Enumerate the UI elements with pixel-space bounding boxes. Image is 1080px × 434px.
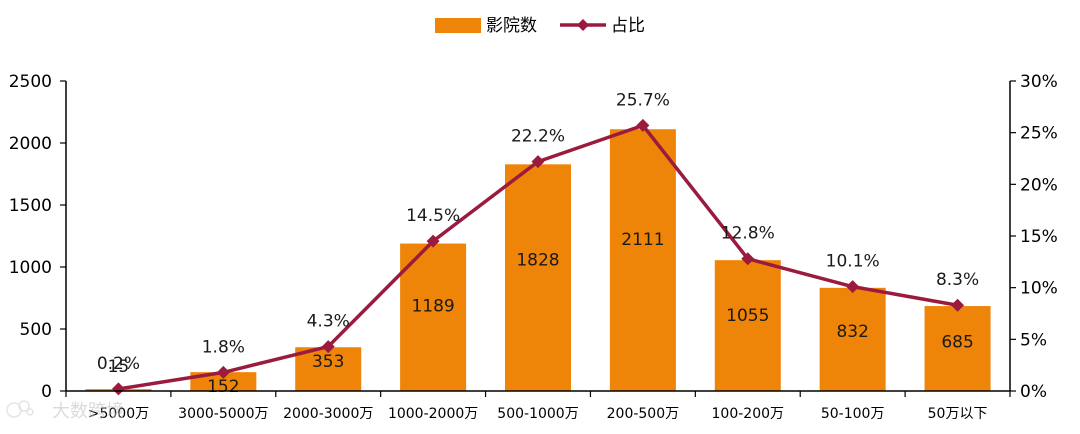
line-point-marker	[636, 118, 650, 132]
bar	[400, 243, 467, 391]
line-point-marker	[216, 365, 230, 379]
bar-value-label: 832	[836, 322, 868, 342]
x-axis-category-label: 200-500万	[607, 406, 680, 422]
line-value-label: 12.8%	[721, 224, 775, 244]
line-point-marker	[846, 280, 860, 294]
bar-value-label: 1828	[516, 251, 559, 271]
watermark-logo-icon	[6, 400, 34, 418]
line-point-marker	[321, 340, 335, 354]
line-point-marker	[426, 234, 440, 248]
right-axis-tick-label: 0%	[1020, 382, 1047, 402]
legend-line-label: 占比	[611, 16, 645, 36]
left-axis-tick-label: 1500	[9, 196, 52, 216]
line-point-marker	[111, 382, 125, 396]
line-value-label: 0.2%	[97, 354, 140, 374]
line-value-label: 4.3%	[307, 312, 350, 332]
left-y-axis: 0 500 1000 1500 2000 2500	[9, 72, 67, 402]
left-axis-tick-label: 2500	[9, 72, 52, 92]
bar	[505, 164, 571, 391]
legend-bar-swatch	[435, 18, 481, 33]
bar	[295, 347, 362, 391]
line-point-marker	[741, 252, 755, 266]
line-value-label: 1.8%	[202, 337, 245, 357]
bar-value-label: 2111	[621, 230, 664, 250]
left-axis-tick-label: 0	[41, 382, 52, 402]
line-value-label: 22.2%	[511, 127, 565, 147]
line-point-marker	[531, 155, 545, 169]
bar	[714, 260, 781, 391]
right-y-axis: 0% 5% 10% 15% 20% 25% 30%	[1009, 72, 1058, 402]
x-axis-category-label: 50万以下	[928, 406, 988, 422]
legend-line-marker	[577, 19, 589, 31]
bar	[609, 129, 676, 391]
legend-bar-label: 影院数	[486, 16, 537, 36]
x-axis-category-label: 50-100万	[821, 406, 885, 422]
bar-value-label: 1189	[411, 296, 454, 316]
left-axis-tick-label: 2000	[9, 134, 52, 154]
x-axis-category-label: 500-1000万	[497, 406, 578, 422]
x-axis-category-label: 2000-3000万	[283, 406, 373, 422]
line-value-label: 14.5%	[406, 206, 460, 226]
bar-value-label: 1055	[726, 306, 769, 326]
right-axis-tick-label: 20%	[1020, 175, 1058, 195]
line-series: 0.2% 1.8% 4.3% 14.5% 22.2% 25.7% 12.8% 10.1% 8.3…	[97, 90, 979, 396]
line-point-marker	[951, 298, 965, 312]
bar	[190, 372, 257, 391]
right-axis-tick-label: 5%	[1020, 330, 1047, 350]
bar	[819, 287, 886, 391]
line-value-label: 25.7%	[616, 90, 670, 110]
x-axis: >5000万 3000-5000万 2000-3000万 1000-2000万 500-…	[65, 390, 1011, 422]
bar-value-label: 15	[108, 357, 130, 377]
x-axis-category-label: 3000-5000万	[178, 406, 268, 422]
bar-value-label: 685	[941, 333, 973, 353]
line-value-label: 10.1%	[826, 252, 880, 272]
x-axis-category-label: 1000-2000万	[388, 406, 478, 422]
bar-value-label: 353	[312, 352, 344, 372]
left-axis-tick-label: 500	[20, 320, 52, 340]
x-axis-category-label: >5000万	[88, 406, 149, 422]
bar-value-label: 152	[207, 377, 239, 397]
bar	[924, 306, 991, 391]
line-value-label: 8.3%	[936, 270, 979, 290]
bar-series: 15 152 353 1189 1828 2111 1055 832 685	[85, 129, 991, 397]
watermark: 大数跨境	[6, 400, 124, 422]
x-axis-category-label: 100-200万	[712, 406, 785, 422]
right-axis-tick-label: 30%	[1020, 72, 1058, 92]
right-axis-tick-label: 10%	[1020, 279, 1058, 299]
right-axis-tick-label: 15%	[1020, 227, 1058, 247]
left-axis-tick-label: 1000	[9, 258, 52, 278]
legend: 影院数 占比	[435, 16, 645, 36]
watermark-text: 大数跨境	[52, 401, 124, 422]
right-axis-tick-label: 25%	[1020, 124, 1058, 144]
